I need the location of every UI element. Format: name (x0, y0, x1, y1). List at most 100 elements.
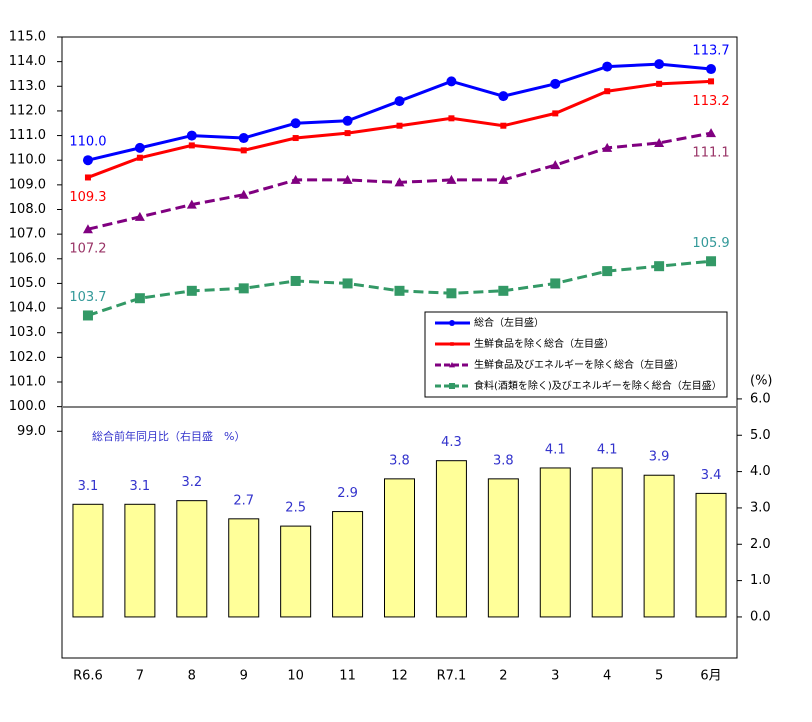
y-tick-label: 105.0 (9, 276, 46, 291)
point (290, 118, 301, 129)
y-tick-label: 103.0 (9, 325, 46, 340)
legend-marker (449, 320, 455, 326)
value-label: 107.2 (69, 242, 106, 257)
bar-label: 2.7 (233, 493, 254, 508)
point (342, 278, 353, 289)
y2-axis-label: (%) (750, 374, 773, 389)
series-label: 総合前年同月比（右目盛 %） (92, 429, 245, 443)
x-tick-label: 4 (603, 669, 611, 684)
bar (124, 503, 156, 618)
point (604, 88, 611, 95)
y-tick-label: 112.0 (9, 103, 46, 118)
y2-tick-label: 3.0 (750, 500, 771, 515)
x-tick-label: 10 (287, 669, 304, 684)
bar-label: 4.1 (545, 442, 566, 457)
y2-tick-label: 0.0 (750, 609, 771, 624)
y-tick-label: 108.0 (9, 202, 46, 217)
point (240, 147, 247, 154)
point (290, 275, 301, 286)
point (552, 110, 559, 117)
x-tick-label: 3 (551, 669, 559, 684)
y2-tick-label: 4.0 (750, 464, 771, 479)
x-tick-label: 2 (499, 669, 507, 684)
y-tick-label: 106.0 (9, 251, 46, 266)
point (656, 80, 663, 87)
point (654, 261, 665, 272)
y-tick-label: 100.0 (9, 399, 46, 414)
point (394, 96, 405, 107)
bar (384, 478, 415, 618)
point (602, 266, 613, 277)
point (498, 91, 509, 102)
point (550, 278, 561, 289)
bar (332, 511, 364, 618)
point (654, 137, 665, 147)
value-label: 113.7 (692, 44, 729, 59)
bar (591, 467, 623, 618)
point (498, 285, 509, 296)
bar-label: 4.1 (597, 442, 618, 457)
point (186, 285, 197, 296)
point (238, 133, 249, 144)
legend-box (424, 311, 728, 398)
x-tick-label: 12 (391, 669, 408, 684)
bar-label: 3.9 (649, 450, 670, 465)
y-tick-label: 101.0 (9, 375, 46, 390)
x-tick-label: 8 (188, 669, 196, 684)
y-tick-label: 104.0 (9, 301, 46, 316)
point (602, 61, 613, 72)
legend-label: 食料(酒類を除く)及びエネルギーを除く総合（左目盛） (474, 379, 722, 392)
y-tick-label: 110.0 (9, 153, 46, 168)
bar-label: 3.8 (389, 453, 410, 468)
point (186, 199, 197, 209)
plot-frame (61, 36, 738, 659)
value-label: 110.0 (69, 135, 106, 150)
bar (72, 503, 104, 618)
point (706, 256, 717, 267)
x-tick-label: 5 (655, 669, 663, 684)
legend-label: 総合（左目盛） (474, 316, 544, 329)
bar (228, 518, 260, 618)
bar-label: 3.2 (181, 475, 202, 490)
bar-label: 3.4 (701, 468, 722, 483)
point (136, 154, 143, 161)
value-label: 111.1 (692, 146, 729, 161)
x-tick-label: 6月 (700, 669, 721, 684)
point (134, 142, 145, 153)
y2-tick-label: 2.0 (750, 537, 771, 552)
value-label: 113.2 (692, 94, 729, 109)
bar-label: 3.8 (493, 453, 514, 468)
point (394, 285, 405, 296)
bar-label: 3.1 (78, 479, 99, 494)
y2-tick-label: 5.0 (750, 428, 771, 443)
y-tick-label: 102.0 (9, 350, 46, 365)
x-tick-label: R7.1 (437, 669, 467, 684)
point (706, 128, 717, 138)
bar-label: 4.3 (441, 435, 462, 450)
value-label: 103.7 (69, 290, 106, 305)
point (498, 174, 509, 184)
value-label: 109.3 (69, 190, 106, 205)
point (654, 59, 665, 70)
point (550, 78, 561, 89)
value-label: 105.9 (692, 236, 729, 251)
point (500, 122, 507, 129)
y2-tick-label: 6.0 (750, 391, 771, 406)
point (602, 142, 613, 152)
legend-marker (449, 362, 455, 368)
point (708, 78, 715, 85)
point (186, 130, 197, 141)
x-tick-label: 9 (240, 669, 248, 684)
bar (176, 500, 208, 618)
point (82, 310, 93, 321)
bar (280, 525, 312, 618)
point (82, 155, 93, 166)
legend-marker (450, 342, 454, 346)
point (238, 283, 249, 294)
x-tick-label: R6.6 (73, 669, 103, 684)
line (87, 79, 712, 179)
point (82, 224, 93, 234)
legend-marker (449, 383, 455, 389)
point (446, 76, 457, 87)
